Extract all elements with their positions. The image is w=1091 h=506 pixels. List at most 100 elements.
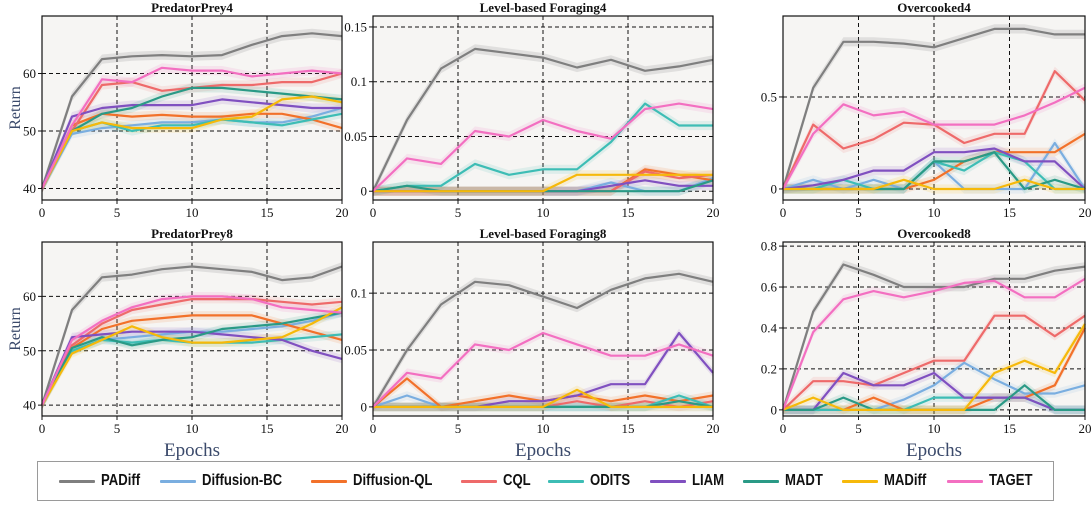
y-tick-label: 50 (23, 124, 36, 139)
x-tick-label: 5 (455, 205, 462, 220)
legend-item-taget: TAGET (946, 472, 1033, 490)
x-tick-label: 10 (186, 421, 199, 436)
y-tick-label: 40 (23, 398, 36, 413)
x-tick-label: 5 (855, 421, 862, 436)
series-line-madt (41, 86, 343, 190)
series-band-diffusion-ql (373, 164, 713, 196)
legend-label: LIAM (692, 472, 725, 489)
series-band-liam (42, 94, 342, 194)
series-band-madiff (373, 170, 713, 196)
series-band-cql (783, 311, 1085, 415)
y-tick-label: 0.8 (761, 239, 777, 254)
chart-title: Level-based Foraging4 (480, 0, 607, 15)
legend-label: TAGET (988, 472, 1033, 489)
x-tick-label: 20 (336, 421, 349, 436)
y-axis-label: Return (7, 307, 24, 351)
legend-label: Diffusion-BC (202, 472, 283, 489)
series-line-cql (782, 314, 1086, 411)
legend-swatch (742, 479, 779, 483)
x-tick-label: 0 (370, 205, 377, 220)
series-line-madiff (41, 95, 343, 190)
series-band-odits (42, 109, 342, 194)
y-tick-label: 0.05 (344, 343, 367, 358)
series-line-taget (781, 277, 1086, 411)
legend-item-diffusion-ql: Diffusion-QL (311, 472, 440, 490)
series-line-madiff (782, 323, 1086, 411)
x-tick-label: 20 (1079, 421, 1091, 436)
chart-title: PredatorPrey8 (151, 226, 233, 241)
series-line-liam (783, 371, 1085, 411)
series-line-odits (372, 102, 713, 193)
x-tick-label: 5 (114, 205, 121, 220)
x-tick-label: 10 (928, 205, 941, 220)
legend-swatch (548, 479, 585, 483)
legend-swatch (841, 479, 878, 483)
series-line-padiff (40, 265, 343, 406)
series-line-madt (41, 311, 343, 406)
y-tick-label: 50 (23, 343, 36, 358)
series-line-padiff (781, 263, 1086, 411)
y-tick-label: 0.6 (761, 280, 778, 295)
chart-panel-3: 0 5 10 15 20 0 0.5 Overcooked4 (761, 0, 1091, 220)
series-line-cql (41, 298, 343, 406)
x-tick-label: 5 (855, 205, 862, 220)
chart-panel-2: 0 5 10 15 20 0 0.05 0.1 0.15 Level-based Foraging… (344, 0, 719, 220)
x-tick-label: 15 (622, 421, 635, 436)
y-tick-label: 0 (771, 402, 778, 417)
series-line-taget (41, 295, 343, 406)
x-tick-label: 0 (39, 421, 46, 436)
legend-swatch (946, 479, 983, 483)
series-line-taget (782, 86, 1086, 190)
legend-label: ODITS (590, 472, 631, 489)
series-line-diffusion-bc (41, 106, 343, 190)
series-band-cql (42, 294, 342, 410)
series-band-diffusion-ql (373, 374, 713, 412)
y-tick-label: 40 (23, 181, 36, 196)
series-line-taget (41, 66, 343, 189)
series-band-odits (783, 147, 1085, 194)
legend-label: MADT (784, 472, 823, 489)
y-tick-label: 60 (23, 66, 36, 81)
chart-title: Level-based Foraging8 (480, 226, 607, 241)
legend-label: CQL (503, 472, 531, 489)
x-tick-label: 20 (707, 205, 720, 220)
chart-title: PredatorPrey4 (151, 0, 233, 15)
y-axis-label: Return (7, 86, 24, 130)
legend-label: PADiff (101, 472, 141, 489)
x-tick-label: 20 (707, 421, 720, 436)
y-tick-label: 0.15 (344, 19, 367, 34)
x-tick-label: 20 (336, 205, 349, 220)
x-tick-label: 10 (537, 205, 550, 220)
y-tick-label: 60 (23, 289, 36, 304)
x-tick-label: 5 (455, 421, 462, 436)
y-tick-label: 0 (361, 184, 368, 199)
x-tick-label: 10 (186, 205, 199, 220)
x-tick-label: 0 (780, 205, 787, 220)
series-line-padiff (781, 27, 1085, 190)
legend: PADiff Diffusion-BC Diffusion-QL CQL ODITS LI… (37, 461, 1054, 501)
x-tick-label: 0 (39, 205, 46, 220)
series-line-diffusion-ql (41, 112, 343, 189)
x-axis-label: Epochs (906, 440, 962, 460)
legend-item-diffusion-bc: Diffusion-BC (160, 472, 290, 490)
y-tick-label: 0.1 (351, 286, 367, 301)
y-tick-label: 0.4 (761, 320, 778, 335)
series-line-taget (372, 102, 714, 192)
y-tick-label: 0 (771, 181, 778, 196)
y-tick-label: 0 (361, 399, 368, 414)
x-axis-label: Epochs (515, 440, 571, 460)
chart-title: Overcooked4 (897, 0, 971, 15)
chart-panel-5: 0 5 10 15 20 0 0.05 0.1 Level-based Foraging8 Epo… (344, 226, 719, 460)
y-tick-label: 0.05 (344, 129, 367, 144)
x-tick-label: 15 (261, 421, 274, 436)
series-line-padiff (372, 47, 714, 192)
series-line-padiff (372, 272, 714, 408)
x-tick-label: 15 (261, 205, 274, 220)
legend-swatch (461, 479, 498, 483)
x-tick-label: 10 (537, 421, 550, 436)
series-line-madiff (41, 306, 343, 406)
grid-lines (783, 242, 1085, 416)
legend-item-madt: MADT (742, 472, 823, 490)
x-tick-label: 15 (1003, 205, 1016, 220)
legend-item-cql: CQL (461, 472, 531, 490)
